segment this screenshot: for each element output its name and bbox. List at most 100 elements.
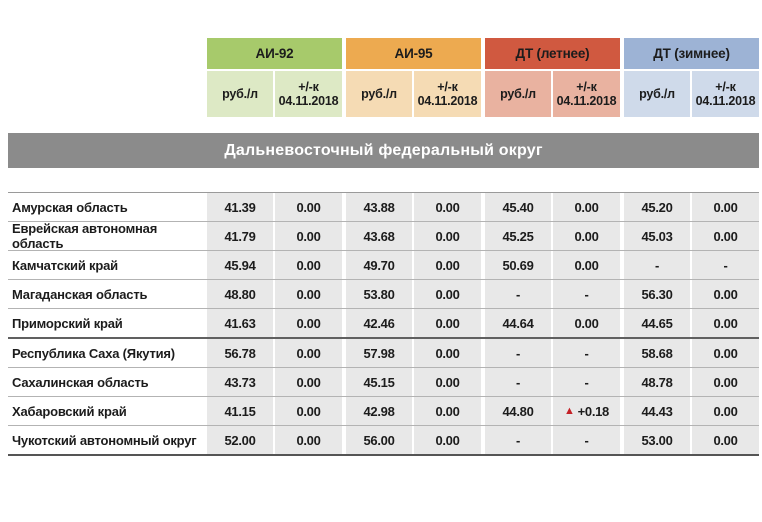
price-value-cell: 45.15: [346, 368, 412, 396]
table-row: Амурская область 41.39 0.00 43.88 0.00 45.40 0…: [8, 193, 759, 222]
fuel-subheader: руб./л +/-к 04.11.2018: [346, 71, 481, 117]
price-unit-label: руб./л: [346, 71, 412, 117]
fuel-values-block: --: [624, 251, 759, 279]
price-value-cell: 43.88: [346, 193, 412, 221]
fuel-type-label: АИ-95: [346, 38, 481, 69]
region-name: Сахалинская область: [8, 368, 207, 396]
change-value-cell: -: [553, 280, 620, 308]
fuel-subheader: руб./л +/-к 04.11.2018: [624, 71, 759, 117]
fuel-column-header-1: АИ-95 руб./л +/-к 04.11.2018: [346, 38, 481, 117]
price-value-cell: 41.15: [207, 397, 273, 425]
price-table: Амурская область 41.39 0.00 43.88 0.00 45.40 0…: [8, 192, 759, 456]
price-value-cell: -: [485, 426, 551, 454]
fuel-values-block: 43.88 0.00: [346, 193, 481, 221]
price-value-cell: 42.98: [346, 397, 412, 425]
price-unit-label: руб./л: [207, 71, 273, 117]
price-value-cell: 48.80: [207, 280, 273, 308]
price-value-cell: 56.00: [346, 426, 412, 454]
price-value-cell: 44.64: [485, 309, 551, 337]
price-value-cell: 45.40: [485, 193, 551, 221]
change-value-cell: 0.00: [692, 222, 759, 250]
region-name: Чукотский автономный округ: [8, 426, 207, 454]
price-value-cell: 56.78: [207, 339, 273, 367]
price-value-cell: 52.00: [207, 426, 273, 454]
change-value-cell: 0.00: [275, 426, 342, 454]
price-value-cell: -: [624, 251, 690, 279]
fuel-values-block: --: [485, 426, 620, 454]
price-value-cell: 41.63: [207, 309, 273, 337]
change-vs-date-label: +/-к 04.11.2018: [414, 71, 481, 117]
region-name: Амурская область: [8, 193, 207, 221]
change-value-cell: 0.00: [275, 368, 342, 396]
change-value-cell: 0.00: [692, 397, 759, 425]
change-value-cell: ▲ +0.18: [553, 397, 620, 425]
change-value-cell: 0.00: [414, 368, 481, 396]
change-value-cell: -: [553, 426, 620, 454]
fuel-values-block: 52.00 0.00: [207, 426, 342, 454]
change-value-cell: 0.00: [414, 309, 481, 337]
fuel-values-block: 43.68 0.00: [346, 222, 481, 250]
table-row: Приморский край 41.63 0.00 42.46 0.00 44.64 0.…: [8, 309, 759, 339]
fuel-values-block: 44.65 0.00: [624, 309, 759, 337]
fuel-values-block: 53.00 0.00: [624, 426, 759, 454]
fuel-headers: АИ-92 руб./л +/-к 04.11.2018 АИ-95 руб./л +/-к…: [207, 38, 759, 117]
table-row: Сахалинская область 43.73 0.00 45.15 0.00- -4…: [8, 368, 759, 397]
fuel-values-block: 43.73 0.00: [207, 368, 342, 396]
change-value-cell: 0.00: [692, 193, 759, 221]
fuel-values-block: 48.78 0.00: [624, 368, 759, 396]
fuel-values-block: 45.03 0.00: [624, 222, 759, 250]
change-vs-date-label: +/-к 04.11.2018: [275, 71, 342, 117]
change-value-cell: 0.00: [414, 280, 481, 308]
price-value-cell: 58.68: [624, 339, 690, 367]
fuel-values-block: 49.70 0.00: [346, 251, 481, 279]
change-value-cell: 0.00: [275, 309, 342, 337]
price-unit-label: руб./л: [485, 71, 551, 117]
change-value-cell: -: [692, 251, 759, 279]
change-value-cell: 0.00: [414, 426, 481, 454]
change-vs-date-label: +/-к 04.11.2018: [692, 71, 759, 117]
fuel-values-block: 45.25 0.00: [485, 222, 620, 250]
change-value-cell: 0.00: [553, 251, 620, 279]
fuel-values-block: 53.80 0.00: [346, 280, 481, 308]
fuel-values-block: 56.30 0.00: [624, 280, 759, 308]
change-value-cell: -: [553, 368, 620, 396]
change-value-cell: 0.00: [692, 426, 759, 454]
price-value-cell: 44.80: [485, 397, 551, 425]
price-value-cell: 41.79: [207, 222, 273, 250]
region-name: Магаданская область: [8, 280, 207, 308]
fuel-values-block: 45.15 0.00: [346, 368, 481, 396]
fuel-values-block: 50.69 0.00: [485, 251, 620, 279]
change-value-cell: 0.00: [414, 339, 481, 367]
price-value-cell: 53.00: [624, 426, 690, 454]
table-row: Магаданская область 48.80 0.00 53.80 0.00- -5…: [8, 280, 759, 309]
fuel-values-block: --: [485, 339, 620, 367]
fuel-values-block: --: [485, 280, 620, 308]
fuel-values-block: 56.78 0.00: [207, 339, 342, 367]
up-triangle-icon: ▲: [564, 404, 575, 417]
change-value-cell: 0.00: [275, 193, 342, 221]
fuel-values-block: 57.98 0.00: [346, 339, 481, 367]
fuel-column-header-3: ДТ (зимнее) руб./л +/-к 04.11.2018: [624, 38, 759, 117]
region-name: Республика Саха (Якутия): [8, 339, 207, 367]
district-title-bar: Дальневосточный федеральный округ: [8, 133, 759, 168]
change-value-cell: 0.00: [692, 280, 759, 308]
fuel-values-block: 41.79 0.00: [207, 222, 342, 250]
fuel-values-block: 45.40 0.00: [485, 193, 620, 221]
fuel-subheader: руб./л +/-к 04.11.2018: [207, 71, 342, 117]
table-row: Хабаровский край 41.15 0.00 42.98 0.00 44.80 ▲…: [8, 397, 759, 426]
fuel-values-block: 42.98 0.00: [346, 397, 481, 425]
price-value-cell: -: [485, 368, 551, 396]
fuel-values-block: 45.94 0.00: [207, 251, 342, 279]
fuel-column-header-0: АИ-92 руб./л +/-к 04.11.2018: [207, 38, 342, 117]
change-value-cell: 0.00: [692, 339, 759, 367]
fuel-values-block: 44.43 0.00: [624, 397, 759, 425]
price-value-cell: 44.65: [624, 309, 690, 337]
price-value-cell: 43.68: [346, 222, 412, 250]
price-unit-label: руб./л: [624, 71, 690, 117]
price-value-cell: 49.70: [346, 251, 412, 279]
change-value-cell: 0.00: [414, 193, 481, 221]
change-value-cell: 0.00: [414, 222, 481, 250]
fuel-column-header-2: ДТ (летнее) руб./л +/-к 04.11.2018: [485, 38, 620, 117]
change-value-cell: 0.00: [275, 397, 342, 425]
